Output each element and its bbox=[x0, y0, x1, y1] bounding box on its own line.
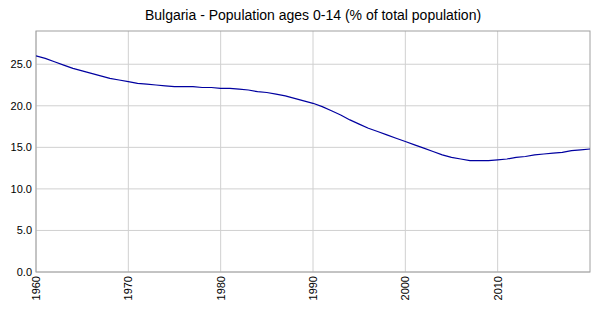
x-tick-label: 2000 bbox=[399, 276, 411, 300]
x-grid-line bbox=[497, 31, 498, 272]
x-grid-line bbox=[128, 31, 129, 272]
y-tick-label: 25.0 bbox=[11, 58, 32, 70]
x-tick-label: 1960 bbox=[30, 276, 42, 300]
x-tick-label: 1970 bbox=[122, 276, 134, 300]
chart: Bulgaria - Population ages 0-14 (% of to… bbox=[0, 0, 600, 315]
y-tick-label: 15.0 bbox=[11, 141, 32, 153]
x-grid-line bbox=[220, 31, 221, 272]
plot-frame bbox=[36, 31, 590, 272]
title: Bulgaria - Population ages 0-14 (% of to… bbox=[145, 7, 481, 23]
x-tick-label: 1980 bbox=[215, 276, 227, 300]
plot-area bbox=[36, 31, 590, 272]
data-line bbox=[36, 56, 590, 161]
y-tick-label: 20.0 bbox=[11, 100, 32, 112]
y-tick-label: 5.0 bbox=[17, 224, 32, 236]
x-tick-label: 1990 bbox=[307, 276, 319, 300]
x-tick-label: 2010 bbox=[492, 276, 504, 300]
x-grid-line bbox=[313, 31, 314, 272]
y-tick-label: 10.0 bbox=[11, 183, 32, 195]
x-grid-line bbox=[405, 31, 406, 272]
series-group bbox=[36, 56, 590, 161]
